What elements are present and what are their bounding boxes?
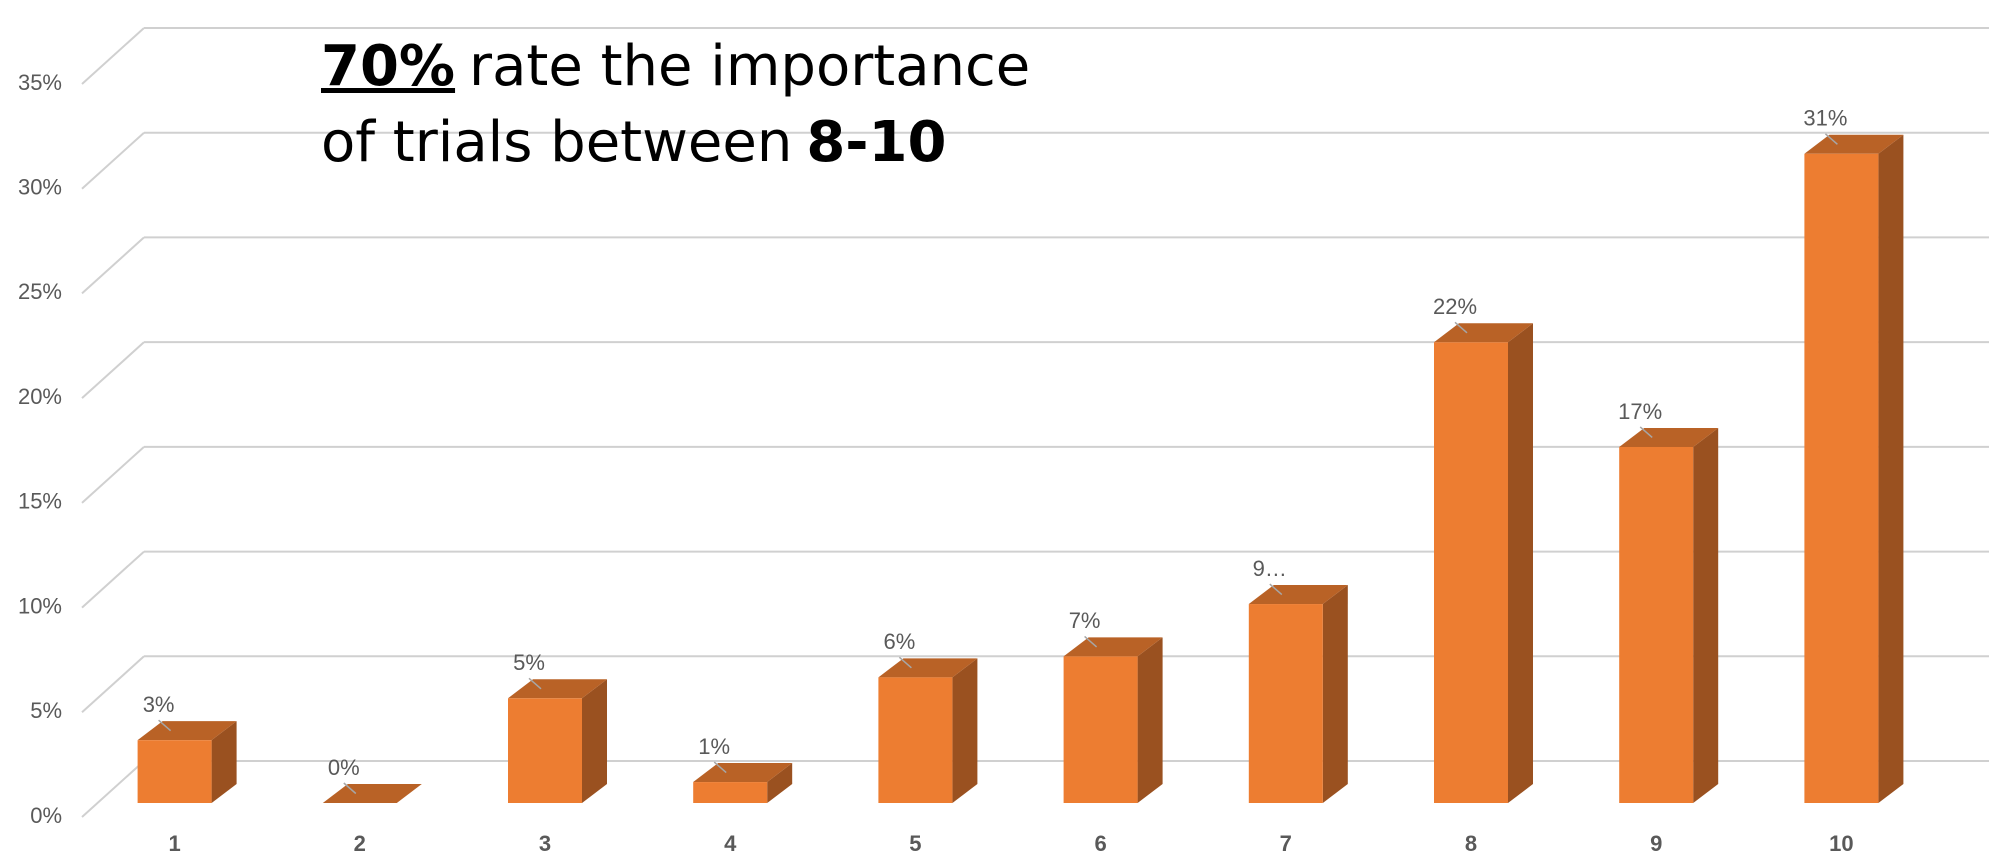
bar [693,782,768,803]
y-tick-label: 30% [18,175,62,200]
bar-top [137,721,237,741]
annotation-bold: 8-10 [806,110,947,175]
bar [1804,153,1879,803]
bar-top [322,784,422,803]
grid-line-side [81,550,145,609]
y-tick-label: 0% [30,803,62,828]
data-label: 3% [143,692,175,717]
y-tick-label: 10% [18,593,62,618]
bar-top [878,658,978,678]
data-label: 7% [1069,608,1101,633]
data-label: 17% [1618,399,1662,424]
x-tick-label: 2 [354,831,366,856]
bar-top [693,763,793,783]
x-tick-label: 10 [1829,831,1853,856]
bar-top [508,679,607,699]
label-leader [1639,426,1653,439]
data-label: 9… [1253,556,1287,581]
bar [1063,656,1138,803]
bar-side [1508,323,1533,803]
data-label: 1% [698,734,730,759]
bar [137,740,212,803]
grid-line-side [81,341,145,399]
grid-line-side [81,27,145,85]
bar-side [211,721,237,803]
annotation-text: rate the importance [469,34,1031,99]
label-leader [158,719,172,732]
x-tick-label: 8 [1465,831,1477,856]
grid-line-side [81,131,145,190]
bar-side [582,679,607,803]
label-leader [1454,321,1468,334]
label-leader [343,782,357,795]
x-tick-label: 7 [1280,831,1292,856]
x-tick-label: 3 [539,831,551,856]
grid-line-side [81,760,145,818]
x-tick-label: 5 [909,831,921,856]
bar [878,677,953,803]
bar-side [1322,585,1348,803]
bar-side [767,763,793,803]
label-leader [1269,583,1283,596]
x-tick-label: 1 [168,831,180,856]
bar-top [1434,323,1533,343]
bar-top [1248,585,1348,605]
bar-top [1063,637,1163,657]
bar [1248,604,1323,803]
bar-side [1878,134,1904,803]
data-label: 5% [513,650,545,675]
bar-side [1137,637,1163,803]
annotation-bold: 70% [321,34,456,99]
annotation-line: of trials between 8-10 [321,110,946,175]
x-tick-label: 9 [1650,831,1662,856]
y-tick-label: 5% [30,698,62,723]
x-tick-label: 6 [1094,831,1106,856]
bar [1434,342,1508,803]
y-tick-label: 15% [18,489,62,514]
bar-top [1619,427,1719,447]
data-label: 22% [1433,294,1477,319]
data-label: 0% [328,755,360,780]
y-tick-label: 25% [18,279,62,304]
label-leader [528,677,542,690]
x-tick-label: 4 [724,831,737,856]
annotation-text: of trials between [321,110,793,175]
label-leader [1824,133,1838,145]
bar [508,698,582,803]
bar-side [1693,427,1719,803]
y-tick-label: 20% [18,384,62,409]
grid-line-side [81,655,145,714]
bar-top [1804,134,1904,154]
bar-side [952,658,978,803]
y-tick-label: 35% [18,70,62,95]
bar [1619,446,1694,803]
grid-line-side [81,236,145,295]
label-leader [898,656,912,669]
annotation-line: 70% rate the importance [321,34,1030,99]
label-leader [1084,635,1098,648]
grid-line-side [81,446,145,504]
data-label: 6% [884,629,916,654]
data-label: 31% [1803,106,1847,131]
label-leader [713,761,727,774]
